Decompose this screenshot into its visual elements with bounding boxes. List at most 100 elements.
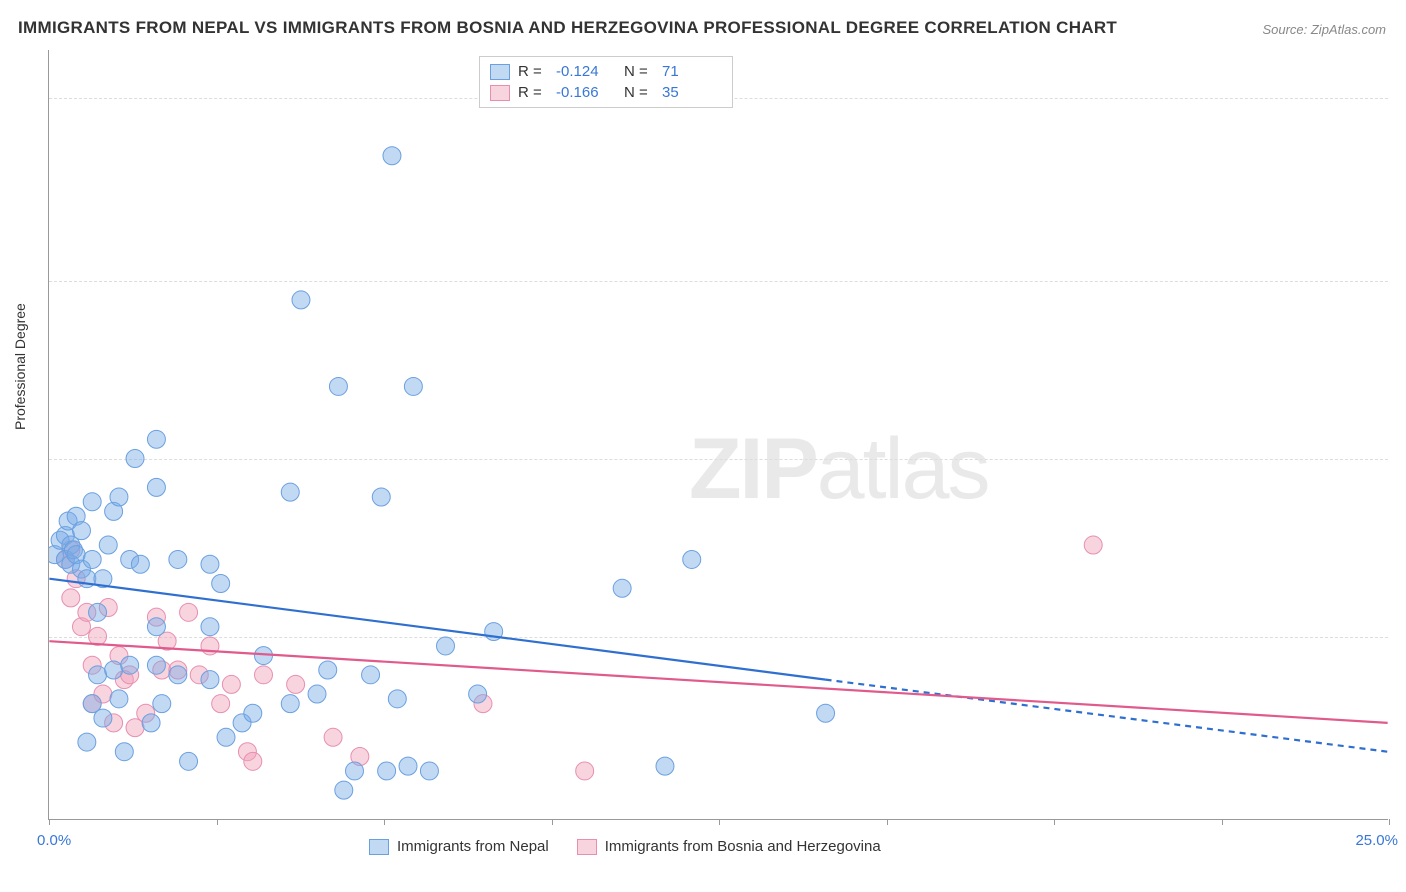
scatter-point — [281, 483, 299, 501]
n-value-a: 71 — [662, 63, 722, 80]
scatter-point — [83, 550, 101, 568]
scatter-point — [212, 695, 230, 713]
scatter-point — [51, 531, 69, 549]
scatter-point — [147, 430, 165, 448]
y-axis-label: Professional Degree — [12, 303, 28, 430]
scatter-point — [62, 541, 80, 559]
scatter-point — [335, 781, 353, 799]
scatter-point — [56, 526, 74, 544]
scatter-point — [180, 603, 198, 621]
regression-line — [49, 641, 1387, 723]
scatter-point — [351, 748, 369, 766]
scatter-point — [83, 695, 101, 713]
scatter-point — [62, 555, 80, 573]
x-tick — [384, 819, 385, 825]
swatch-series-a — [490, 64, 510, 80]
regression-line — [49, 579, 825, 680]
scatter-point — [137, 704, 155, 722]
x-tick — [1222, 819, 1223, 825]
scatter-point — [99, 536, 117, 554]
scatter-point — [67, 507, 85, 525]
scatter-point — [212, 575, 230, 593]
scatter-point — [59, 512, 77, 530]
scatter-point — [147, 478, 165, 496]
legend-item-series-b: Immigrants from Bosnia and Herzegovina — [577, 838, 881, 855]
stats-legend: R = -0.124 N = 71 R = -0.166 N = 35 — [479, 56, 733, 108]
n-label: N = — [624, 84, 654, 101]
scatter-point — [222, 675, 240, 693]
scatter-point — [474, 695, 492, 713]
scatter-point — [158, 632, 176, 650]
scatter-point — [121, 656, 139, 674]
scatter-point — [244, 752, 262, 770]
scatter-point — [153, 661, 171, 679]
scatter-point — [147, 608, 165, 626]
scatter-point — [255, 666, 273, 684]
scatter-point — [105, 714, 123, 732]
scatter-point — [49, 546, 64, 564]
swatch-series-b — [490, 85, 510, 101]
x-tick — [217, 819, 218, 825]
series-a-name: Immigrants from Nepal — [397, 838, 549, 855]
scatter-point — [83, 656, 101, 674]
scatter-point — [56, 550, 74, 568]
scatter-point — [378, 762, 396, 780]
series-b-name: Immigrants from Bosnia and Herzegovina — [605, 838, 881, 855]
scatter-point — [110, 690, 128, 708]
scatter-svg — [49, 50, 1388, 819]
scatter-point — [78, 570, 96, 588]
scatter-point — [324, 728, 342, 746]
swatch-series-b — [577, 839, 597, 855]
scatter-point — [147, 656, 165, 674]
scatter-point — [201, 618, 219, 636]
scatter-point — [372, 488, 390, 506]
legend-item-series-a: Immigrants from Nepal — [369, 838, 549, 855]
scatter-point — [110, 647, 128, 665]
scatter-point — [420, 762, 438, 780]
scatter-point — [169, 550, 187, 568]
scatter-point — [142, 714, 160, 732]
scatter-point — [105, 502, 123, 520]
plot-area: ZIPatlas 3.8%7.5%11.2%15.0% R = -0.124 N… — [48, 50, 1388, 820]
scatter-point — [147, 618, 165, 636]
x-min-label: 0.0% — [37, 832, 71, 849]
scatter-point — [238, 743, 256, 761]
n-value-b: 35 — [662, 84, 722, 101]
scatter-point — [83, 493, 101, 511]
scatter-point — [180, 752, 198, 770]
scatter-point — [62, 589, 80, 607]
scatter-point — [244, 704, 262, 722]
scatter-point — [399, 757, 417, 775]
n-label: N = — [624, 63, 654, 80]
scatter-point — [287, 675, 305, 693]
scatter-point — [78, 603, 96, 621]
x-tick — [1389, 819, 1390, 825]
scatter-point — [67, 570, 85, 588]
scatter-point — [388, 690, 406, 708]
x-tick — [49, 819, 50, 825]
scatter-point — [121, 550, 139, 568]
scatter-point — [153, 695, 171, 713]
watermark-light: atlas — [817, 421, 989, 517]
scatter-point — [656, 757, 674, 775]
scatter-point — [73, 522, 91, 540]
r-value-b: -0.166 — [556, 84, 616, 101]
scatter-point — [94, 570, 112, 588]
scatter-point — [576, 762, 594, 780]
r-label: R = — [518, 84, 548, 101]
scatter-point — [255, 647, 273, 665]
stats-row-series-b: R = -0.166 N = 35 — [490, 82, 722, 103]
scatter-point — [469, 685, 487, 703]
regression-line — [826, 680, 1388, 752]
scatter-point — [190, 666, 208, 684]
scatter-point — [1084, 536, 1102, 554]
scatter-point — [404, 377, 422, 395]
scatter-point — [131, 555, 149, 573]
scatter-point — [346, 762, 364, 780]
scatter-point — [683, 550, 701, 568]
scatter-point — [217, 728, 235, 746]
scatter-point — [83, 695, 101, 713]
scatter-point — [281, 695, 299, 713]
scatter-point — [201, 671, 219, 689]
scatter-point — [62, 536, 80, 554]
